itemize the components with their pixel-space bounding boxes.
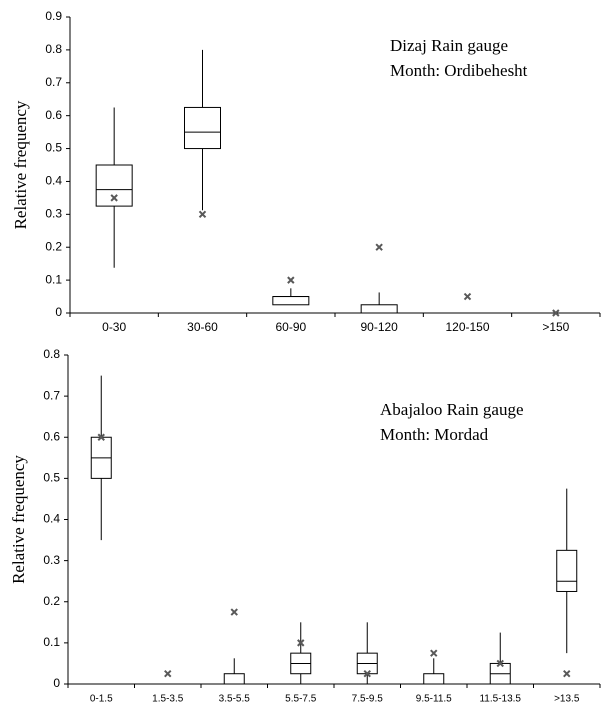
y-tick-label: 0.4 (43, 512, 60, 526)
x-tick-label: 3.5-5.5 (219, 694, 251, 705)
y-tick-label: 0.1 (43, 635, 60, 649)
y-tick-label: 0.2 (45, 239, 62, 253)
observed-marker (287, 276, 295, 284)
observed-marker (363, 670, 371, 678)
box (223, 673, 245, 685)
annotation: Abajaloo Rain gauge (380, 400, 524, 419)
observed-marker (552, 309, 560, 317)
y-tick-label: 0.4 (45, 174, 62, 188)
y-tick-label: 0.3 (45, 207, 62, 221)
y-tick-label: 0.8 (45, 42, 62, 56)
x-tick-label: 7.5-9.5 (352, 694, 384, 705)
x-tick-label: 120-150 (445, 320, 489, 334)
box (272, 296, 310, 306)
observed-marker (563, 670, 571, 678)
observed-marker (375, 243, 383, 251)
y-tick-label: 0.6 (45, 108, 62, 122)
box (556, 549, 578, 592)
observed-marker (496, 659, 504, 668)
y-tick-label: 0.7 (45, 75, 62, 89)
y-tick-label: 0.8 (43, 347, 60, 361)
x-tick-label: 1.5-3.5 (152, 694, 184, 705)
x-tick-label: >13.5 (554, 694, 580, 705)
y-tick-label: 0.3 (43, 553, 60, 567)
observed-marker (430, 649, 438, 657)
observed-marker (297, 639, 305, 647)
box (95, 164, 133, 207)
y-tick-label: 0.9 (45, 9, 62, 23)
box (184, 106, 221, 150)
annotation: Month: Ordibehesht (390, 61, 528, 80)
observed-marker (198, 210, 207, 219)
observed-marker (97, 433, 105, 441)
x-tick-label: 0-30 (102, 320, 126, 334)
y-tick-label: 0.7 (43, 388, 60, 402)
annotation: Dizaj Rain gauge (390, 36, 508, 55)
box (423, 673, 445, 685)
x-tick-label: 0-1.5 (90, 694, 113, 705)
y-tick-label: 0 (53, 676, 60, 690)
y-axis-label: Relative frequency (9, 455, 28, 584)
observed-marker (110, 194, 118, 202)
x-tick-label: 9.5-11.5 (416, 694, 452, 705)
x-tick-label: 60-90 (275, 320, 306, 334)
observed-marker (164, 670, 172, 678)
y-tick-label: 0.1 (45, 272, 62, 286)
y-tick-label: 0.2 (43, 594, 60, 608)
annotation: Month: Mordad (380, 425, 489, 444)
box (360, 304, 398, 314)
observed-marker (230, 608, 238, 616)
x-tick-label: 11.5-13.5 (479, 694, 521, 705)
x-tick-label: 90-120 (360, 320, 398, 334)
x-tick-label: >150 (542, 320, 569, 334)
x-tick-label: 5.5-7.5 (285, 694, 317, 705)
observed-marker (463, 292, 472, 301)
y-tick-label: 0.5 (45, 141, 62, 155)
y-tick-label: 0 (55, 305, 62, 319)
y-tick-label: 0.5 (43, 471, 60, 485)
y-axis-label: Relative frequency (11, 100, 30, 229)
y-tick-label: 0.6 (43, 429, 60, 443)
x-tick-label: 30-60 (187, 320, 218, 334)
